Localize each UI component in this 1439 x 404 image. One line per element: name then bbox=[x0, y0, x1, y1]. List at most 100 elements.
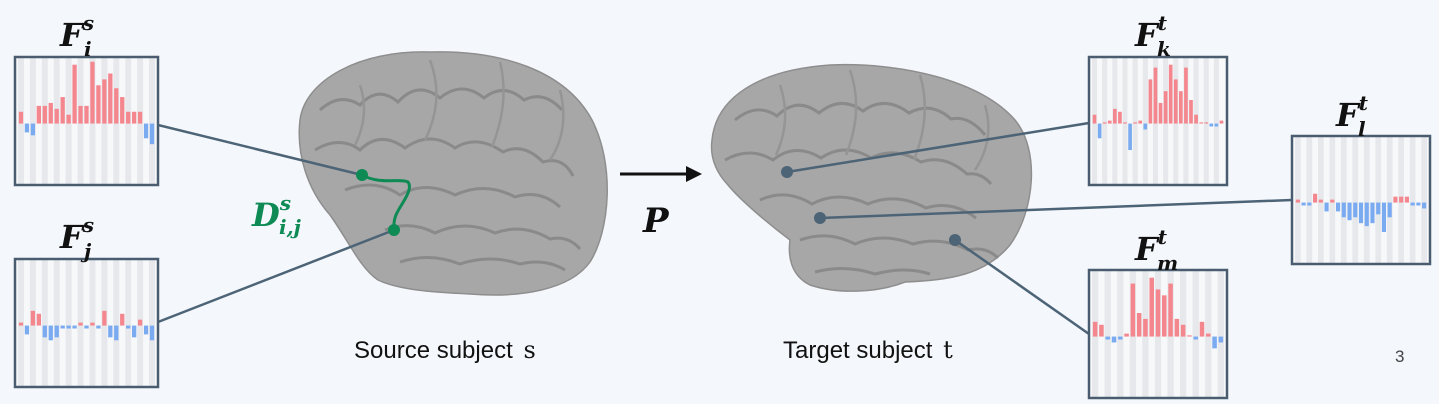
panel-title-sup: s bbox=[82, 11, 94, 35]
bar-ftm-6 bbox=[1130, 283, 1136, 337]
panel-stripe bbox=[1421, 137, 1427, 263]
bar-ftm-1 bbox=[1099, 324, 1104, 337]
panel-stripe bbox=[1132, 58, 1138, 184]
bar-ftk-17 bbox=[1179, 91, 1183, 124]
bar-ftm-18 bbox=[1206, 333, 1211, 337]
panel-title-sub: l bbox=[1358, 117, 1366, 141]
bar-ftl-2 bbox=[1307, 202, 1312, 206]
bar-fsi-17 bbox=[120, 97, 125, 124]
bar-ftl-15 bbox=[1381, 202, 1387, 232]
vertex-k-dot bbox=[781, 166, 793, 178]
bar-ftm-17 bbox=[1199, 321, 1205, 337]
bar-fsj-15 bbox=[108, 325, 113, 338]
vertex-m-dot bbox=[949, 234, 961, 246]
bar-ftk-5 bbox=[1118, 111, 1122, 124]
bar-ftl-14 bbox=[1376, 202, 1381, 215]
bar-ftk-8 bbox=[1133, 122, 1137, 124]
source-brain bbox=[298, 51, 608, 296]
panel-stripe bbox=[1192, 271, 1199, 397]
panel-ftm: Ft m bbox=[1087, 225, 1229, 400]
bar-ftk-16 bbox=[1173, 79, 1178, 124]
panel-stripe bbox=[1340, 137, 1347, 263]
panel-title-ftk: Ft k bbox=[1134, 11, 1171, 61]
panel-stripe bbox=[1213, 58, 1219, 184]
bar-ftl-0 bbox=[1295, 199, 1300, 203]
panel-title-sup: t bbox=[1359, 91, 1369, 115]
panel-title-sup: s bbox=[82, 213, 94, 237]
distance-sup: s bbox=[279, 191, 291, 215]
panel-stripe bbox=[1386, 137, 1393, 263]
bar-ftm-20 bbox=[1218, 336, 1224, 343]
panel-stripe bbox=[149, 260, 155, 386]
bar-fsj-18 bbox=[126, 325, 131, 329]
bar-fsj-22 bbox=[149, 325, 155, 341]
bar-ftk-9 bbox=[1138, 120, 1143, 124]
panel-stripe bbox=[1375, 137, 1382, 263]
bar-ftm-11 bbox=[1162, 295, 1167, 337]
bar-ftl-12 bbox=[1364, 202, 1369, 227]
bar-fsi-10 bbox=[78, 105, 83, 124]
bar-ftm-16 bbox=[1193, 336, 1198, 340]
panel-ftk: Ft k bbox=[1087, 11, 1229, 187]
vertex-l-dot bbox=[814, 212, 826, 224]
bar-fsi-4 bbox=[42, 105, 47, 124]
panel-stripe bbox=[65, 260, 72, 386]
bar-ftk-25 bbox=[1219, 120, 1224, 124]
bar-ftl-5 bbox=[1324, 202, 1329, 212]
panel-border bbox=[13, 257, 160, 389]
bar-ftk-15 bbox=[1168, 64, 1173, 124]
source-caption-text: Source subject bbox=[354, 337, 513, 364]
bar-ftl-18 bbox=[1399, 196, 1404, 203]
bar-ftl-17 bbox=[1393, 196, 1398, 203]
bar-fsi-6 bbox=[54, 108, 59, 124]
bar-fsi-16 bbox=[114, 88, 119, 124]
bar-fsj-8 bbox=[66, 325, 71, 329]
bar-fsi-3 bbox=[36, 105, 41, 124]
source-caption: Source subject s bbox=[354, 336, 536, 364]
bar-fsi-22 bbox=[149, 123, 155, 145]
panel-title-sub: k bbox=[1157, 37, 1171, 61]
bar-fsj-21 bbox=[143, 325, 149, 335]
bar-fsi-14 bbox=[102, 79, 107, 124]
bar-fsj-13 bbox=[96, 325, 101, 329]
bar-fsj-4 bbox=[42, 325, 47, 338]
target-caption-text: Target subject bbox=[783, 337, 933, 364]
bar-ftm-9 bbox=[1149, 277, 1154, 337]
panel-stripe bbox=[41, 260, 48, 386]
bar-ftk-21 bbox=[1199, 122, 1203, 124]
bar-fsj-9 bbox=[72, 325, 77, 329]
bar-ftk-19 bbox=[1189, 100, 1193, 124]
vertex-j-dot bbox=[388, 224, 400, 236]
bar-fsj-17 bbox=[120, 313, 125, 326]
bar-ftl-6 bbox=[1330, 199, 1335, 203]
page-number: 3 bbox=[1395, 347, 1404, 366]
bar-ftl-21 bbox=[1416, 202, 1421, 206]
source-symbol: s bbox=[523, 336, 535, 364]
bar-ftk-23 bbox=[1209, 123, 1214, 127]
connector-ftl bbox=[819, 198, 1293, 220]
panel-stripe bbox=[29, 58, 36, 184]
bar-ftk-2 bbox=[1102, 122, 1107, 124]
panel-border bbox=[1087, 268, 1229, 400]
bar-fsj-2 bbox=[30, 310, 36, 326]
distance-sub: i,j bbox=[279, 215, 302, 239]
mapping-arrow bbox=[620, 166, 702, 182]
vertex-i-dot bbox=[356, 169, 368, 181]
bar-fsi-15 bbox=[108, 73, 113, 124]
bar-ftm-5 bbox=[1124, 333, 1129, 337]
bar-ftl-20 bbox=[1410, 202, 1415, 206]
panel-stripe bbox=[1203, 58, 1209, 184]
panel-title-sup: t bbox=[1158, 225, 1168, 249]
panel-stripe bbox=[1104, 271, 1111, 397]
bar-ftk-0 bbox=[1092, 114, 1097, 124]
panel-background bbox=[1292, 136, 1430, 264]
bar-fsj-3 bbox=[36, 313, 41, 326]
bar-ftm-2 bbox=[1105, 336, 1110, 340]
bar-fsj-12 bbox=[90, 322, 95, 326]
panel-title-base: F bbox=[1335, 96, 1361, 134]
panel-border bbox=[13, 55, 160, 187]
bar-fsj-20 bbox=[137, 319, 143, 326]
bar-ftm-7 bbox=[1136, 313, 1142, 337]
bar-ftl-16 bbox=[1387, 202, 1392, 218]
